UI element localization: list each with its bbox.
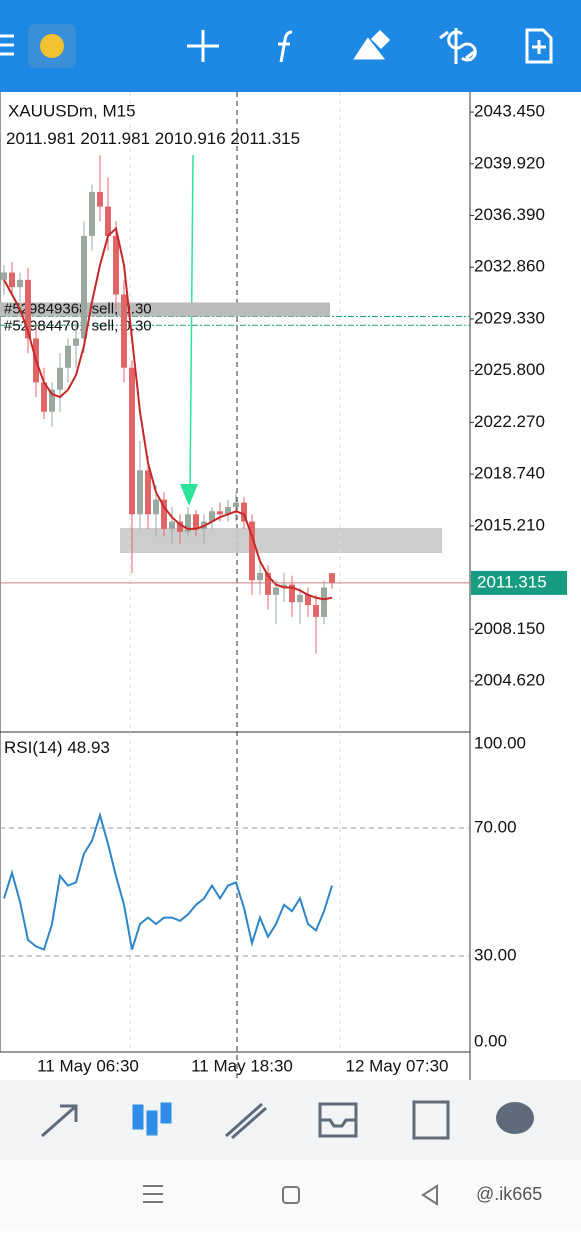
candle-body (97, 191, 103, 207)
y-tick-label: 2008.150 (474, 619, 545, 638)
candle-body (169, 521, 175, 529)
candle-body (257, 572, 263, 581)
candle-body (177, 521, 183, 532)
candle-body (89, 191, 95, 236)
bottom-toolbar (0, 1080, 581, 1160)
candle-body (321, 587, 327, 617)
y-tick-label: 2025.800 (474, 360, 545, 379)
news-tab[interactable] (412, 1100, 450, 1140)
current-price: 2011.315 (477, 572, 547, 591)
candle-body (17, 279, 23, 288)
arrow-head (180, 484, 198, 506)
top-bar (0, 0, 581, 92)
ohlc-label: 2011.981 2011.981 2010.916 2011.315 (6, 129, 300, 148)
candle-body (289, 584, 295, 603)
order-label: #529849368 sell, 0.30 (4, 300, 152, 317)
watermark: @.ik665 (476, 1184, 542, 1204)
home-button[interactable] (282, 1186, 300, 1204)
open: 2011.981 (6, 129, 76, 148)
rectangle-object (120, 528, 442, 553)
x-label: 11 May 18:30 (191, 1056, 293, 1075)
candle-body (297, 594, 303, 603)
nav-bar (0, 1160, 581, 1231)
objects-button[interactable] (353, 29, 391, 60)
candle-body (121, 294, 127, 368)
menu-button[interactable] (0, 34, 14, 56)
candle-body (153, 499, 159, 515)
chat-tab[interactable] (496, 1102, 534, 1134)
quotes-tab[interactable] (41, 1104, 78, 1138)
crosshair-button[interactable] (187, 30, 219, 62)
candle-body (305, 594, 311, 606)
candle-body (25, 279, 31, 339)
candle-body (73, 338, 79, 346)
candle-body (329, 573, 335, 583)
history-tab[interactable] (318, 1102, 358, 1138)
y-tick-label: 2036.390 (474, 205, 545, 224)
back-button[interactable] (421, 1184, 438, 1206)
candle-body (65, 345, 71, 368)
close: 2011.315 (230, 129, 300, 148)
chart-tab[interactable] (132, 1102, 172, 1136)
recents-button[interactable] (143, 1185, 163, 1203)
indicator-button[interactable] (278, 30, 293, 63)
rsi-tick-label: 0.00 (474, 1031, 507, 1050)
candle-body (233, 502, 239, 507)
candle-body (281, 584, 287, 588)
new-order-button[interactable] (525, 28, 553, 64)
y-tick-label: 2004.620 (474, 670, 545, 689)
symbol-label: XAUUSDm, M15 (8, 101, 136, 120)
high: 2011.981 (80, 129, 150, 148)
logo-mark (40, 34, 64, 58)
candle-body (217, 511, 223, 515)
moving-average (3, 226, 333, 601)
candle-body (113, 235, 119, 295)
y-tick-label: 2029.330 (474, 308, 545, 327)
candle-body (209, 511, 215, 522)
order-label: #529844701 sell, 0.30 (4, 317, 152, 334)
y-tick-label: 2043.450 (474, 102, 545, 121)
y-tick-label: 2039.920 (474, 153, 545, 172)
candle-body (137, 470, 143, 515)
rsi-name: RSI(14) (4, 738, 63, 757)
candle-body (41, 382, 47, 412)
y-tick-label: 2015.210 (474, 515, 545, 534)
arrow-object (189, 154, 194, 496)
candle-body (129, 367, 135, 515)
candle-body (313, 605, 319, 617)
candle-body (9, 272, 15, 288)
rsi-tick-label: 70.00 (474, 817, 517, 836)
low: 2010.916 (155, 129, 226, 148)
candle-body (185, 514, 191, 532)
candle-body (241, 502, 247, 522)
candle-body (105, 206, 111, 236)
rsi-value: 48.93 (67, 738, 110, 757)
x-label: 11 May 06:30 (37, 1056, 139, 1075)
candle-body (81, 235, 87, 339)
trade-button[interactable] (439, 28, 477, 64)
rsi-line (3, 811, 333, 951)
candle-body (1, 272, 7, 280)
y-tick-label: 2018.740 (474, 464, 545, 483)
y-tick-label: 2032.860 (474, 257, 545, 276)
candle-body (145, 470, 151, 515)
candle-body (273, 587, 279, 595)
candle-body (49, 389, 55, 412)
candle-body (225, 506, 231, 515)
candle-body (249, 521, 255, 581)
candle-body (161, 499, 167, 529)
rsi-tick-label: 30.00 (474, 945, 517, 964)
price-label-bg (471, 570, 567, 595)
trade-tab[interactable] (225, 1102, 267, 1140)
candle-body (57, 367, 63, 390)
rsi-label: RSI(14) 48.93 (4, 738, 110, 757)
candle-body (193, 514, 199, 529)
x-label: 12 May 07:30 (345, 1056, 448, 1075)
rsi-tick-label: 100.00 (474, 733, 526, 752)
candle-body (265, 572, 271, 595)
y-tick-label: 2022.270 (474, 412, 545, 431)
